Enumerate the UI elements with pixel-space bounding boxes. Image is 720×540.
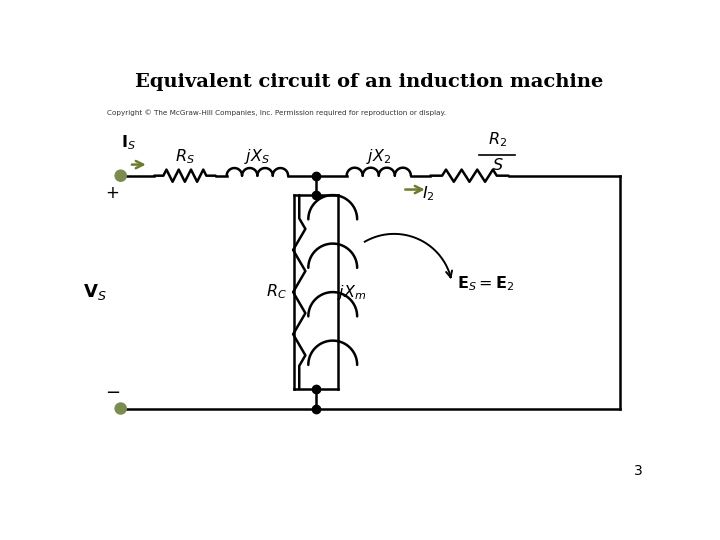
Text: $R_S$: $R_S$ — [175, 147, 195, 166]
Text: $jX_m$: $jX_m$ — [337, 282, 366, 302]
Text: $\mathbf{E}_S = \mathbf{E}_2$: $\mathbf{E}_S = \mathbf{E}_2$ — [457, 274, 515, 293]
Text: $-$: $-$ — [104, 382, 120, 400]
Text: $S$: $S$ — [492, 157, 503, 174]
Text: $\mathbf{V}_S$: $\mathbf{V}_S$ — [83, 282, 107, 302]
Text: Copyright © The McGraw-Hill Companies, Inc. Permission required for reproduction: Copyright © The McGraw-Hill Companies, I… — [107, 109, 446, 116]
Text: $\mathbf{I}_S$: $\mathbf{I}_S$ — [121, 134, 135, 152]
Text: $R_C$: $R_C$ — [266, 283, 287, 301]
Text: $+$: $+$ — [105, 185, 120, 202]
Text: $jX_2$: $jX_2$ — [366, 147, 392, 166]
Text: Equivalent circuit of an induction machine: Equivalent circuit of an induction machi… — [135, 73, 603, 91]
Text: $jX_S$: $jX_S$ — [244, 147, 271, 166]
Circle shape — [115, 170, 126, 181]
Text: $R_2$: $R_2$ — [487, 130, 507, 149]
Circle shape — [115, 403, 126, 414]
Text: $I_2$: $I_2$ — [422, 185, 435, 203]
Text: 3: 3 — [634, 464, 642, 478]
